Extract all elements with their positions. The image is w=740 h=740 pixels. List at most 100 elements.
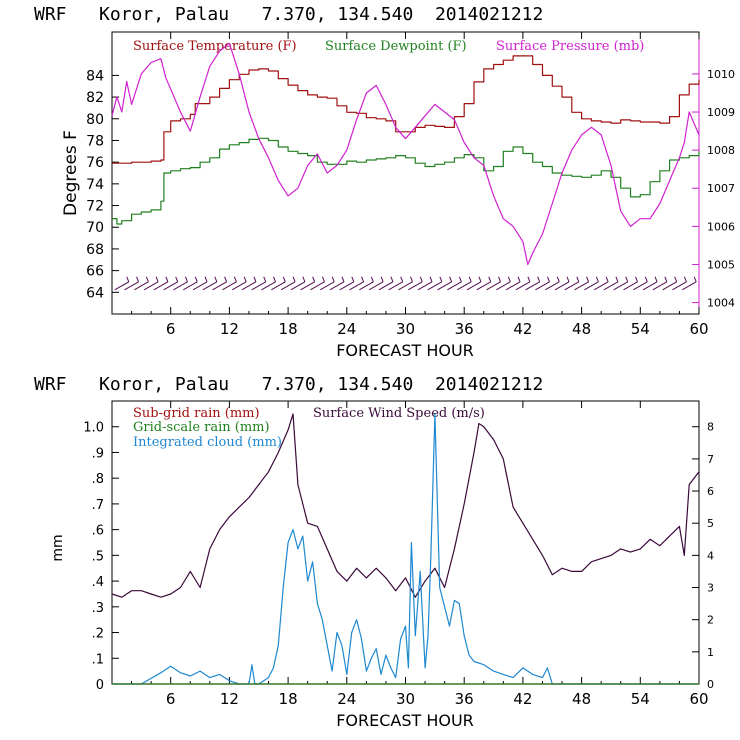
x-tick-label: 12 [220,690,239,708]
wind-barb-flag [586,276,590,282]
wind-barb [417,281,433,291]
wind-barb-flag [380,276,384,282]
wind-barb-flag [331,276,335,282]
wind-barb-flag [194,276,198,282]
x-tick-label: 24 [337,690,356,708]
wind-barb [535,281,550,291]
panel-1-y-label: Degrees F [61,130,81,216]
y2-tick-label: 1007 [707,182,735,195]
wind-barb [593,281,609,291]
wind-barb [486,281,501,291]
wind-barb [672,281,687,291]
wind-barb [329,281,345,291]
y-tick-label: 82 [86,90,104,106]
wind-barb [564,281,580,291]
panel-1-y2-ticks: 1004 1005 1006 1007 1008 1009 1010 [692,68,735,310]
y2-tick-label: 4 [707,549,714,562]
wind-barb [574,281,589,291]
y-tick-label: 76 [86,155,104,171]
panel-2-y2-ticks: 0 1 2 3 4 5 6 7 8 [692,421,714,691]
wind-barb-flag [449,276,453,282]
wind-barb-flag [478,276,482,282]
y2-tick-label: 0 [707,678,714,691]
y-tick-label: .1 [92,652,104,667]
x-tick-label: 60 [689,690,708,708]
y2-tick-label: 7 [707,453,714,466]
wind-barb [143,281,159,291]
wind-barb-flag [527,276,531,282]
wind-barb [290,281,306,291]
wind-barb-flag [136,276,140,282]
wind-barb [153,281,169,291]
y2-tick-label: 1006 [707,220,735,233]
wind-barb-flag [243,276,247,282]
x-tick-label: 18 [279,690,298,708]
wind-barb [163,281,178,291]
wind-barb [456,281,472,291]
y2-tick-label: 5 [707,517,714,530]
wind-barb [427,281,443,291]
wind-barb-flag [439,276,443,282]
x-tick-label: 48 [572,690,591,708]
panel-2-legend-wind: Surface Wind Speed (m/s) [313,406,485,421]
wind-barb-flag [361,276,365,282]
wind-barb-flag [468,276,472,282]
y-tick-label: 70 [86,220,104,236]
wind-barb [212,281,227,291]
y-tick-label: 66 [86,264,104,280]
series-line-integrated-cloud-mm [112,413,699,685]
wind-barb [505,281,521,291]
wind-barb-flag [498,276,502,282]
wind-barb-flag [654,276,658,282]
y2-tick-label: 8 [707,421,714,434]
wind-barb-flag [351,276,355,282]
wind-barb [339,281,355,291]
panel-1-x-ticks: 6 12 18 24 30 36 42 48 54 60 [131,32,709,338]
wind-barb [378,281,394,291]
wind-barb-flag [292,276,296,282]
panel-2-legend-cloud: Integrated cloud (mm) [133,435,282,450]
y-tick-label: .3 [92,601,104,616]
wind-barb-flag [370,276,374,282]
panel-1-y-ticks: 64 66 68 70 72 74 76 78 80 82 84 [86,68,119,301]
series-line-surface-pressure-mb [111,42,700,266]
wind-barb [222,281,237,291]
y-tick-label: 78 [86,133,104,149]
y-tick-label: 0 [96,678,104,693]
wind-barb-flag [175,276,179,282]
wind-barb [261,281,276,291]
wind-barb-flag [273,276,276,282]
x-tick-label: 42 [513,320,532,338]
y2-tick-label: 1008 [707,144,735,157]
wind-barb-flag [341,276,345,282]
wind-barb-flag [282,276,286,282]
wind-barb-flag [615,276,619,282]
wind-barb [525,281,540,291]
wind-barb [124,281,139,291]
wind-barb [545,281,560,291]
wind-barb [642,281,658,291]
wind-barb-flag [625,276,629,282]
wind-barb-flag [302,276,306,282]
wind-barb [231,281,247,291]
x-tick-label: 30 [396,690,415,708]
wind-barb-flag [644,276,648,282]
wind-barb [584,281,599,291]
wind-barb-flag [635,276,638,282]
wind-barb [202,281,218,291]
y-tick-label: 80 [86,112,104,128]
y2-tick-label: 1004 [707,297,735,310]
wind-barb [603,281,619,291]
wind-barb [368,281,384,291]
x-tick-label: 18 [279,320,298,338]
y-tick-label: 74 [86,177,104,193]
panel-1-legend-pressure: Surface Pressure (mb) [496,39,644,54]
wind-barb-flag [488,276,492,282]
y2-tick-label: 1010 [707,68,735,81]
x-tick-label: 54 [631,320,650,338]
wind-barb-flag [410,276,413,282]
y2-tick-label: 1005 [707,258,735,271]
wind-barb-flag [321,276,325,282]
wind-barb [447,281,462,291]
wind-barb-flag [145,276,149,282]
